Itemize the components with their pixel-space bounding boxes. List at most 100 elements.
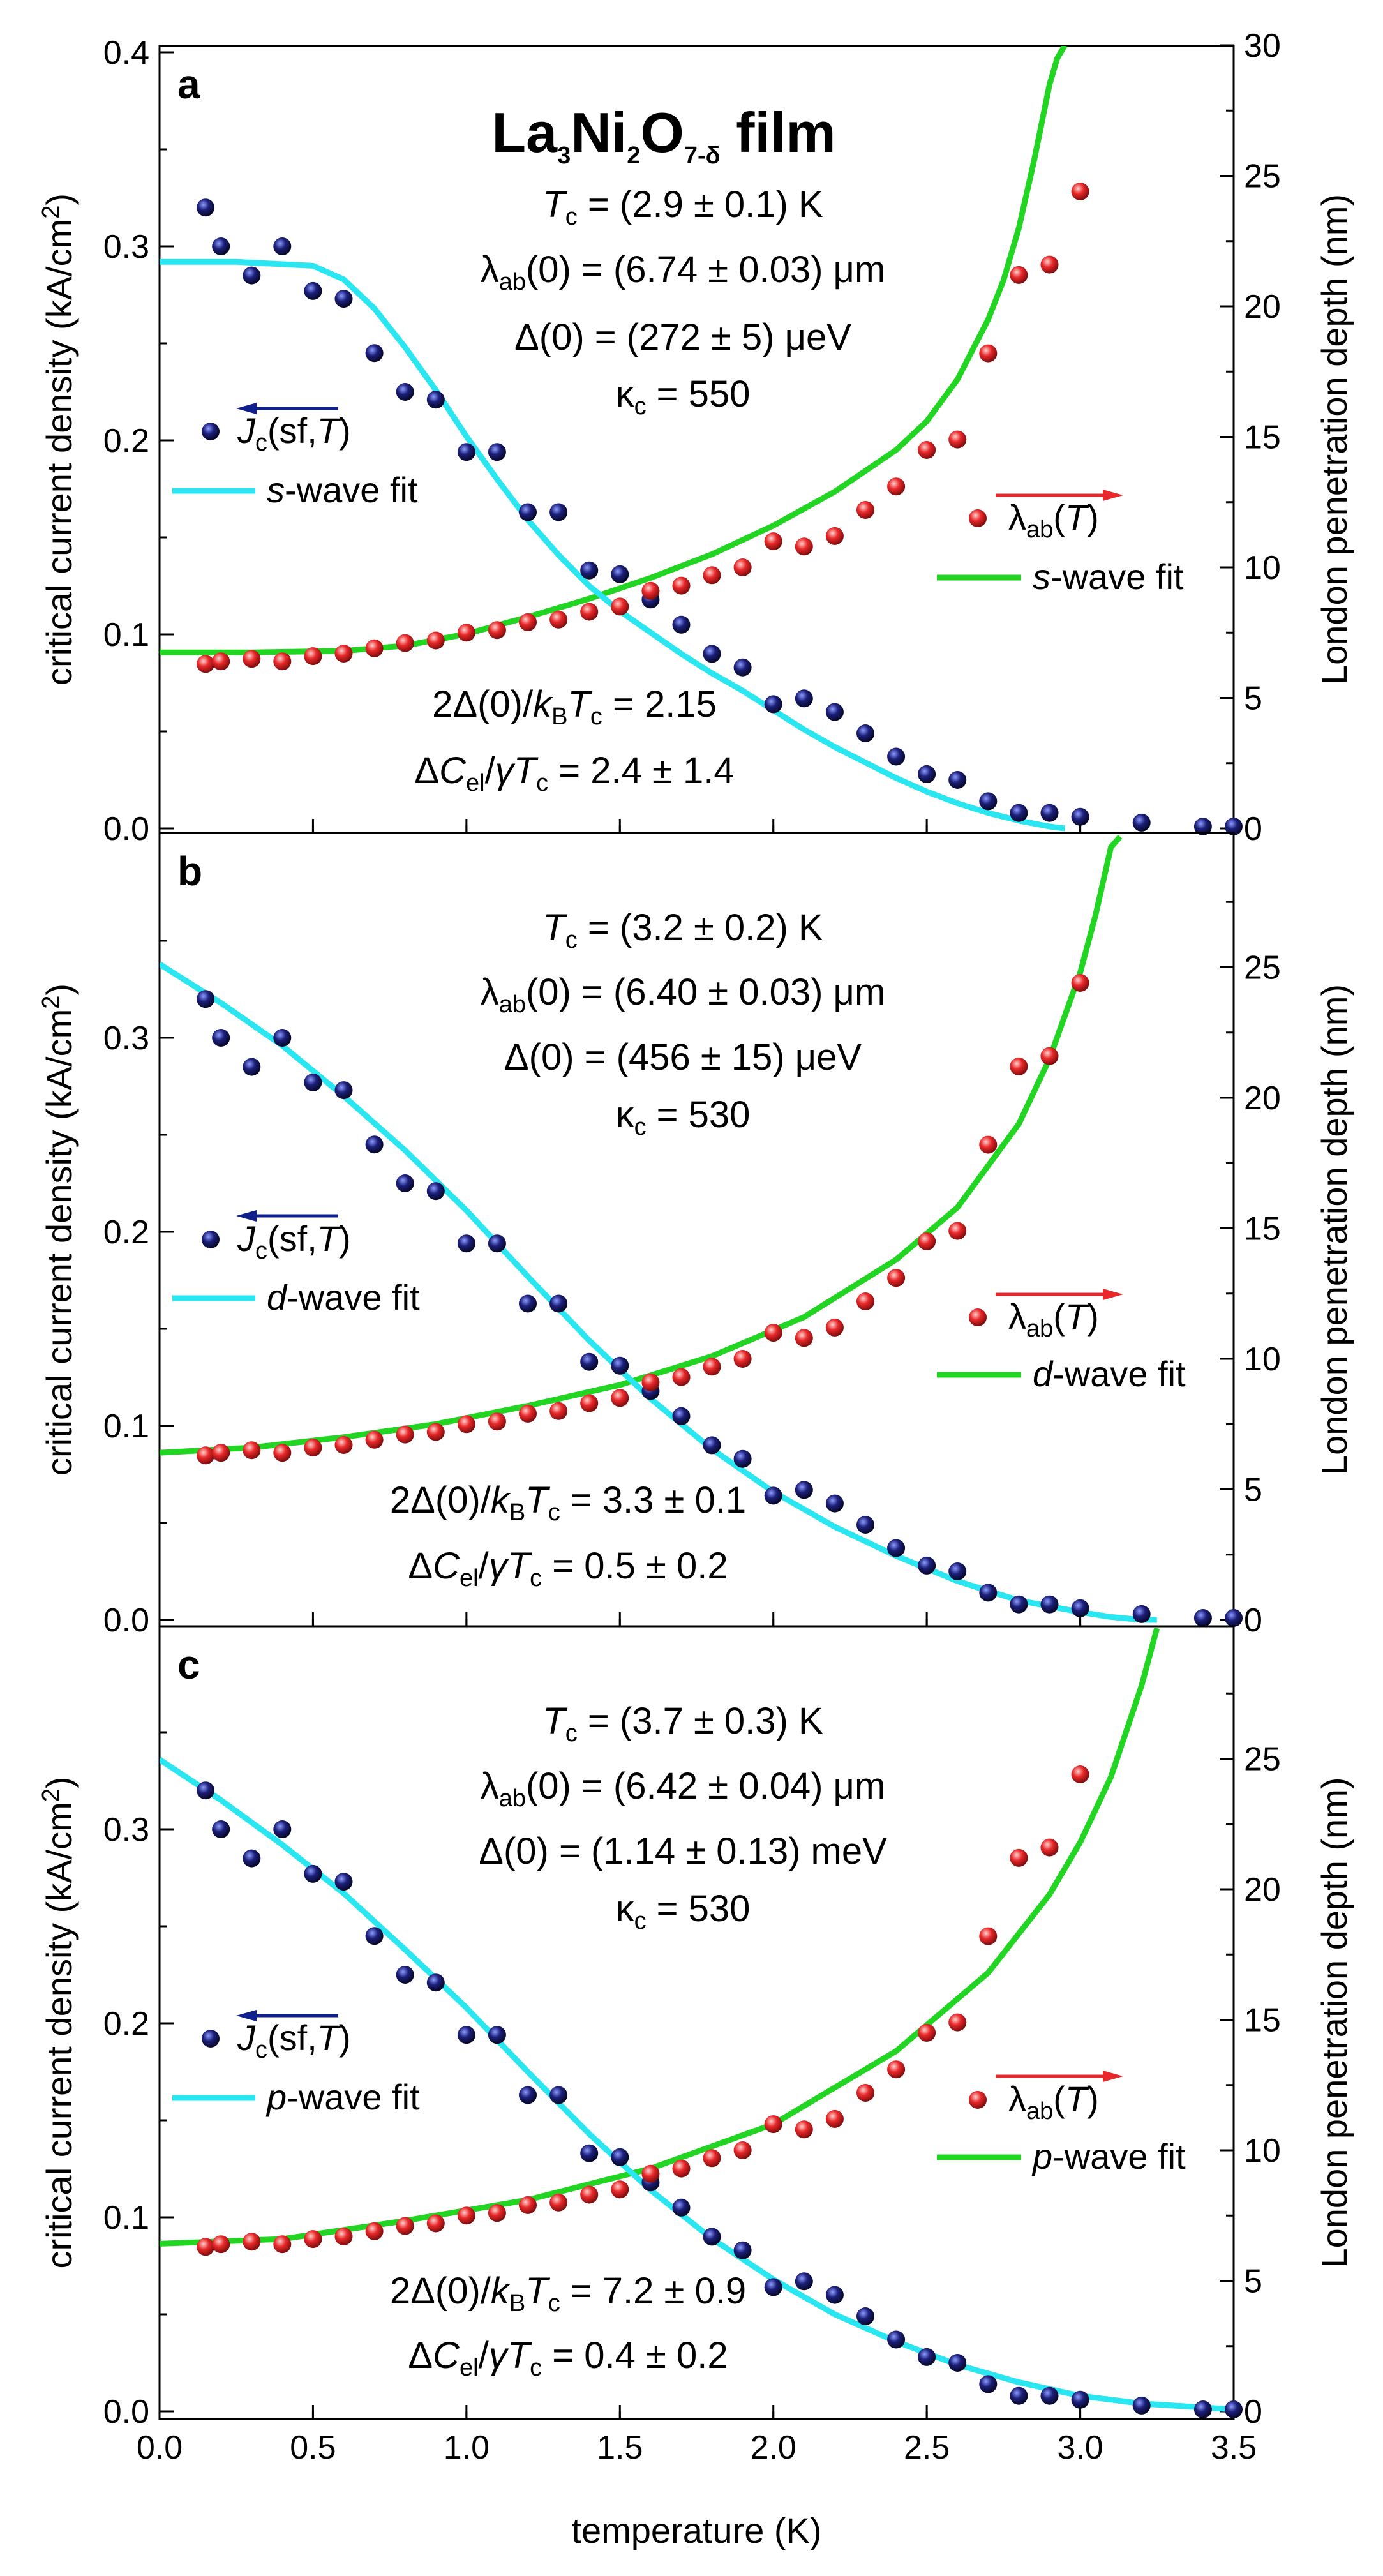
lambda-point (611, 2180, 629, 2199)
jc-point (979, 2375, 998, 2393)
panel-b: 0.0 0.1 0.2 0.3 0 5 10 15 20 25 critical current d… (38, 832, 1354, 1639)
y-axis-right-title: London penetration depth (nm) (1314, 984, 1354, 1475)
lambda-point (243, 2233, 261, 2251)
lambda-point (611, 1389, 629, 1407)
y-right-tick-label: 10 (1244, 2132, 1281, 2169)
lambda-fit-line (160, 835, 1123, 1456)
panel-c: 0.0 0.1 0.2 0.3 0 5 10 15 20 25 critical current d… (38, 1625, 1354, 2430)
lambda-point (212, 2235, 230, 2254)
lambda-point (396, 1425, 414, 1444)
lambda-axis-arrow (996, 2071, 1123, 2082)
x-tick-label: 3.0 (1057, 2429, 1103, 2466)
jc-point (1132, 2396, 1151, 2415)
lambda-point (641, 2164, 660, 2183)
jc-point (825, 703, 844, 721)
lambda-point (918, 1232, 936, 1250)
lambda-point (1071, 183, 1089, 200)
lambda-point (887, 2060, 906, 2079)
lambda-point (733, 1350, 752, 1368)
lambda-point (457, 2206, 475, 2225)
y-left-tick-label: 0.1 (103, 617, 149, 654)
x-tick-label: 0.0 (137, 2429, 183, 2466)
jc-point (703, 645, 721, 663)
x-tick-label: 1.5 (597, 2429, 643, 2466)
jc-point (1040, 2386, 1059, 2405)
y-left-tick-label: 0.3 (103, 1811, 149, 1848)
y-right-tick-label: 5 (1244, 1472, 1262, 1509)
jc-point (887, 747, 906, 766)
y-left-tick-label: 0.4 (103, 34, 149, 71)
lambda-point (733, 2141, 752, 2159)
annot-lambda0: λab(0) = (6.74 ± 0.03) μm (481, 249, 886, 296)
lambda-point (580, 603, 599, 621)
x-tick-label: 2.0 (751, 2429, 796, 2466)
legend-jc-label: Jc(sf,T) (237, 410, 351, 456)
x-tick-label: 1.0 (444, 2429, 490, 2466)
lambda-point (795, 537, 813, 556)
y-right-tick-label: 0 (1244, 2393, 1262, 2430)
jc-point (426, 391, 445, 409)
jc-point (549, 503, 568, 521)
y-axis-left-title: critical current density (kA/cm2) (38, 193, 79, 685)
lambda-point (703, 2149, 721, 2168)
lambda-point (1010, 1057, 1028, 1075)
annot-kappa: κc = 550 (616, 373, 751, 420)
jc-point (212, 237, 230, 255)
y-right-tick-label: 0 (1244, 1602, 1262, 1639)
y-right-tick-label: 15 (1244, 1211, 1281, 1248)
lambda-point (764, 1324, 782, 1342)
jc-point (764, 2278, 782, 2296)
jc-point (197, 990, 215, 1008)
y-right-tick-label: 25 (1244, 1741, 1281, 1778)
lambda-point (948, 430, 967, 449)
annot-kappa: κc = 530 (616, 1094, 751, 1141)
annot-kappa: κc = 530 (616, 1888, 751, 1935)
legend-lambda-fit-label: d-wave fit (1033, 1354, 1186, 1394)
jc-point (519, 1294, 537, 1313)
legend-lambda-marker (969, 509, 987, 527)
y-right-tick-label: 15 (1244, 419, 1281, 456)
legend-lambda-label: λab(T) (1008, 2079, 1099, 2125)
y-left-tick-label: 0.2 (103, 423, 149, 460)
jc-point (488, 2026, 506, 2044)
legend-lambda-marker (969, 1308, 987, 1326)
jc-point (979, 1584, 998, 1602)
jc-point (365, 344, 384, 363)
legend: Jc(sf,T) p-wave fit λab(T) p-wave fit (172, 2010, 1186, 2176)
lambda-point (519, 1404, 537, 1423)
lambda-point (764, 532, 782, 551)
jc-point (1193, 1609, 1212, 1627)
annot-tc: Tc = (3.7 ± 0.3) K (542, 1700, 823, 1747)
lambda-point (365, 1430, 384, 1449)
annot-gap-ratio: 2Δ(0)/kBTc = 3.3 ± 0.1 (390, 1479, 746, 1526)
annot-gap-ratio: 2Δ(0)/kBTc = 2.15 (432, 684, 717, 730)
jc-fit-line (160, 258, 1066, 832)
y-right-tick-label: 10 (1244, 1341, 1281, 1378)
annot-delta0: Δ(0) = (1.14 ± 0.13) meV (479, 1831, 887, 1872)
legend-jc-marker (202, 423, 220, 440)
jc-point (304, 1864, 322, 1883)
jc-point (733, 2241, 752, 2259)
y-left-tick-label: 0.0 (103, 811, 149, 848)
y-right-tick-label: 5 (1244, 680, 1262, 717)
lambda-point (948, 2013, 967, 2032)
jc-point (611, 1356, 629, 1375)
x-tick-label: 2.5 (904, 2429, 950, 2466)
lambda-point (825, 1318, 844, 1337)
lambda-point (580, 2185, 599, 2204)
jc-point (856, 724, 874, 742)
lambda-point (273, 1444, 292, 1462)
legend-jc-fit-label: p-wave fit (265, 2077, 420, 2117)
lambda-point (488, 621, 506, 640)
lambda-point (672, 576, 691, 595)
jc-axis-arrow (236, 2010, 338, 2021)
lambda-point (488, 2204, 506, 2222)
lambda-point (243, 650, 261, 668)
jc-point (334, 1873, 353, 1891)
lambda-point (426, 631, 445, 650)
jc-point (197, 1781, 215, 1800)
legend-jc-fit-label: s-wave fit (267, 470, 418, 510)
y-left-tick-label: 0.0 (103, 1602, 149, 1639)
data-points (197, 974, 1243, 1627)
legend-lambda-label: λab(T) (1008, 1296, 1099, 1342)
